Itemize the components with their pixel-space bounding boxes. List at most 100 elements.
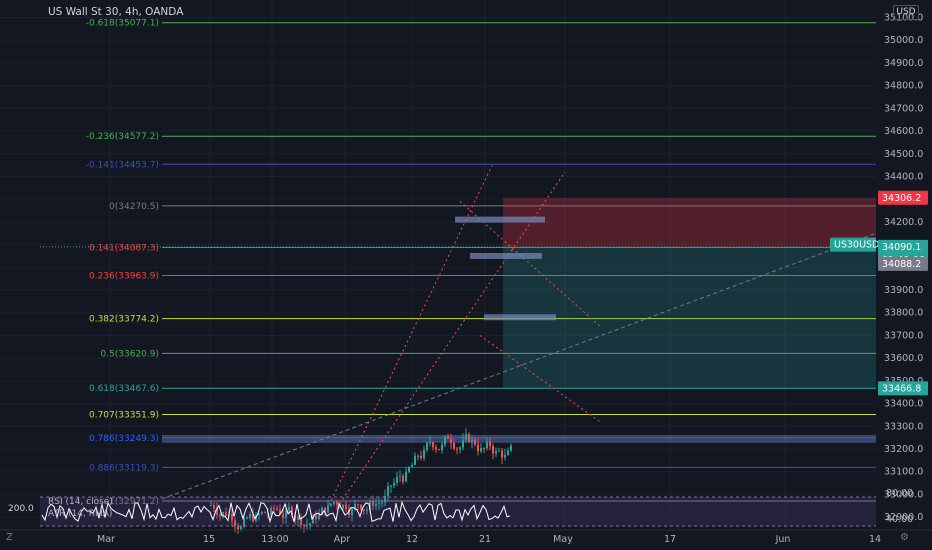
candle-body: [384, 495, 386, 503]
price-axis-label: 35000.0: [884, 35, 923, 46]
candle-body: [261, 511, 263, 514]
current-price-tag-label: 34090.1: [882, 242, 921, 253]
time-axis-label: May: [553, 534, 573, 545]
candle-body: [315, 515, 317, 520]
candle-body: [273, 507, 275, 509]
fib-label: 0.707(33351.9): [89, 410, 159, 420]
channel-top: [326, 165, 493, 510]
price-axis-label: 35100.0: [884, 13, 923, 24]
candle-body: [321, 507, 323, 515]
candle-body: [231, 514, 233, 521]
candle-body: [507, 450, 509, 455]
candle-body: [465, 433, 467, 440]
candle-body: [381, 502, 383, 504]
price-axis-label: 34700.0: [884, 103, 923, 114]
candle-body: [240, 526, 242, 531]
entry-price-tag-label: 34088.2: [882, 259, 921, 270]
time-axis-label: Jun: [775, 534, 791, 545]
candle-body: [360, 504, 362, 510]
candle-body: [444, 436, 446, 445]
rsi-legend-label: RSI (14, close): [48, 497, 113, 507]
price-axis-label: 33500.0: [884, 376, 923, 387]
candle-body: [414, 455, 416, 465]
fib-label: 0.236(33963.9): [89, 272, 159, 282]
candle-body: [324, 507, 326, 513]
candle-body: [504, 454, 506, 458]
candle-body: [309, 523, 311, 525]
fib-label: -0.618(35077.1): [86, 19, 159, 29]
candle-body: [387, 486, 389, 496]
candle-body: [330, 503, 332, 506]
candle-body: [438, 449, 440, 451]
time-axis-label: 21: [479, 534, 491, 545]
candle-body: [270, 507, 272, 515]
candle-body: [417, 455, 419, 457]
candle-body: [393, 482, 395, 486]
currency-button[interactable]: USD: [893, 5, 919, 20]
candle-body: [510, 445, 512, 451]
atr-legend-label: ATR (14, RMA): [48, 509, 113, 519]
price-axis-label: 33300.0: [884, 421, 923, 432]
candle-body: [288, 507, 290, 511]
candle-body: [402, 476, 404, 482]
target-price-tag: [878, 381, 928, 396]
fib-label: 0.141(34087.3): [89, 243, 159, 253]
candle-body: [303, 524, 305, 526]
candle-body: [306, 524, 308, 526]
stop-price-tag-label: 34306.2: [882, 193, 921, 204]
zoom-button[interactable]: Z: [6, 532, 13, 543]
chart-title: US Wall St 30, 4h, OANDA: [48, 6, 184, 18]
candle-body: [336, 502, 338, 505]
candle-body: [225, 512, 227, 516]
candle-body: [378, 502, 380, 505]
candle-body: [249, 513, 251, 518]
order-block: [455, 216, 545, 223]
candle-body: [408, 467, 410, 472]
fib-label: 0.5(33620.9): [100, 349, 159, 359]
candle-body: [297, 516, 299, 520]
candle-body: [276, 508, 278, 510]
price-axis-label: 33800.0: [884, 308, 923, 319]
fib-label: 0.618(33467.6): [89, 384, 159, 394]
candle-body: [390, 485, 392, 487]
candle-body: [357, 504, 359, 506]
symbol-tag-label: US30USD: [834, 240, 879, 251]
candle-body: [216, 508, 218, 515]
gear-icon[interactable]: ⚙: [900, 532, 909, 543]
time-axis-label: 12: [406, 534, 418, 545]
time-axis-label: Mar: [97, 534, 115, 545]
candle-body: [399, 476, 401, 478]
candle-body: [333, 502, 335, 504]
fib-label: 0.382(33774.2): [89, 315, 159, 325]
candle-body: [252, 513, 254, 521]
indicator-legend: RSI (14, close) ATR (14, RMA): [48, 496, 113, 520]
candle-body: [369, 501, 371, 510]
fib-label: -0.141(34453.7): [86, 160, 159, 170]
trendline: [161, 232, 877, 500]
candle-body: [291, 507, 293, 516]
candle-body: [396, 477, 398, 483]
candle-body: [300, 516, 302, 525]
candle-body: [450, 438, 452, 443]
time-axis[interactable]: Mar 15 13:00 Apr 12 21 May 17 Jun 14: [0, 529, 932, 545]
candle-body: [435, 447, 437, 450]
candle-body: [477, 444, 479, 452]
time-axis-label: 13:00: [261, 534, 288, 545]
fib-label: 0.786(33249.3): [89, 434, 159, 444]
price-axis[interactable]: 35100.0 35000.0 34900.0 34800.0 34700.0 34600…: [884, 13, 923, 524]
candle-body: [279, 509, 281, 514]
candle-body: [213, 505, 215, 509]
stop-price-tag: [878, 190, 928, 205]
fib-label: 0.886(33119.3): [89, 463, 159, 473]
candle-body: [237, 525, 239, 531]
candle-body: [489, 442, 491, 447]
candle-body: [483, 448, 485, 450]
time-axis-label: 15: [203, 534, 215, 545]
time-axis-label: Apr: [334, 534, 351, 545]
candle-body: [432, 442, 434, 448]
time-axis-label: 14: [869, 534, 881, 545]
order-block: [484, 314, 556, 321]
candle-body: [471, 439, 473, 442]
candle-body: [441, 444, 443, 451]
